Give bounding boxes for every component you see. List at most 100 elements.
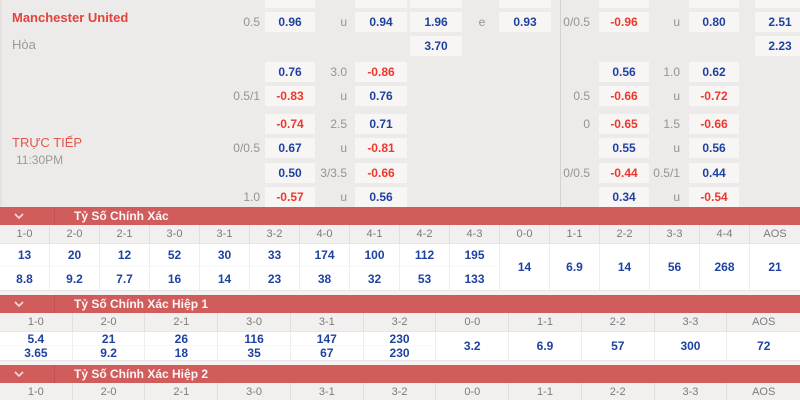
- score-odds-value[interactable]: 195: [450, 244, 500, 267]
- odds-value[interactable]: -0.72: [689, 86, 739, 106]
- score-odds-value[interactable]: 6.9: [509, 332, 582, 360]
- score-odds-value[interactable]: 21: [72, 332, 146, 346]
- score-odds-value[interactable]: 21: [750, 244, 800, 290]
- section-header[interactable]: Tỷ Số Chính Xác: [0, 207, 800, 225]
- odds-value[interactable]: 2.51: [755, 12, 800, 32]
- score-odds-value[interactable]: 32: [350, 267, 400, 290]
- odds-value[interactable]: 0.34: [599, 187, 649, 207]
- score-odds-value[interactable]: 8.8: [0, 267, 50, 290]
- score-odds-value[interactable]: 147: [290, 332, 364, 346]
- odds-value[interactable]: 0.76: [355, 86, 407, 106]
- odds-value[interactable]: -0.96: [599, 12, 649, 32]
- section-header[interactable]: Tỷ Số Chính Xác Hiệp 1: [0, 295, 800, 313]
- score-odds-value[interactable]: 230: [363, 332, 437, 346]
- score-column: 1-0 5.4 3.65: [0, 313, 73, 360]
- odds-value[interactable]: -0.57: [265, 187, 315, 207]
- odds-value[interactable]: 0.62: [689, 62, 739, 82]
- score-odds-value[interactable]: 16: [150, 267, 200, 290]
- score-odds-value[interactable]: 52: [150, 244, 200, 267]
- score-column-header: 1-0: [0, 313, 73, 332]
- odds-value[interactable]: -0.86: [355, 62, 407, 82]
- handicap-line: 1.0: [663, 65, 680, 79]
- score-column: 0-0 14: [500, 225, 550, 290]
- odds-value[interactable]: 0.56: [689, 138, 739, 158]
- score-odds-value[interactable]: 67: [290, 346, 364, 360]
- handicap-line: 3.0: [330, 65, 347, 79]
- score-odds-value[interactable]: 3.2: [436, 332, 510, 360]
- odds-value[interactable]: 0.76: [265, 62, 315, 82]
- odds-value[interactable]: 0.50: [265, 163, 315, 183]
- score-odds-value[interactable]: 26: [145, 332, 219, 346]
- odds-value[interactable]: 0.93: [499, 12, 551, 32]
- score-odds-value[interactable]: 6.9: [550, 244, 600, 290]
- odds-value[interactable]: 0.56: [355, 187, 407, 207]
- odds-value[interactable]: 0.94: [355, 12, 407, 32]
- score-odds-value[interactable]: 14: [200, 267, 250, 290]
- section-title: Tỷ Số Chính Xác Hiệp 2: [74, 367, 209, 381]
- score-odds-value[interactable]: 133: [450, 267, 500, 290]
- score-column: 1-0: [0, 383, 73, 400]
- odds-value[interactable]: 0.67: [265, 138, 315, 158]
- score-odds-value[interactable]: 56: [650, 244, 700, 290]
- odds-value[interactable]: 3.70: [410, 36, 462, 56]
- score-odds-value[interactable]: 38: [300, 267, 350, 290]
- odds-value[interactable]: -0.81: [355, 138, 407, 158]
- odds-value[interactable]: -0.44: [599, 163, 649, 183]
- odds-value[interactable]: -0.74: [265, 114, 315, 134]
- score-odds-value[interactable]: 5.4: [0, 332, 73, 346]
- score-odds-value[interactable]: 23: [250, 267, 300, 290]
- score-odds-value[interactable]: 174: [300, 244, 350, 267]
- score-column: 0-0: [436, 383, 510, 400]
- partial-odds-box: [355, 0, 407, 8]
- score-odds-value[interactable]: 100: [350, 244, 400, 267]
- score-odds-value[interactable]: 72: [727, 332, 800, 360]
- score-odds-value[interactable]: 35: [218, 346, 291, 360]
- score-odds-value[interactable]: 14: [500, 244, 550, 290]
- score-odds-value[interactable]: 30: [200, 244, 250, 267]
- odds-value[interactable]: -0.66: [599, 86, 649, 106]
- score-odds-value[interactable]: 18: [145, 346, 219, 360]
- odds-value[interactable]: -0.65: [599, 114, 649, 134]
- score-odds-value[interactable]: 112: [400, 244, 450, 267]
- score-column: 2-0 21 9.2: [72, 313, 146, 360]
- odds-value[interactable]: -0.83: [265, 86, 315, 106]
- score-odds-value[interactable]: 116: [218, 332, 291, 346]
- section-header[interactable]: Tỷ Số Chính Xác Hiệp 2: [0, 365, 800, 383]
- score-odds-value[interactable]: 9.2: [72, 346, 146, 360]
- odds-value[interactable]: 1.96: [410, 12, 462, 32]
- score-odds-value[interactable]: 53: [400, 267, 450, 290]
- score-odds-value[interactable]: 9.2: [50, 267, 100, 290]
- odds-value[interactable]: -0.54: [689, 187, 739, 207]
- score-column-header: 2-0: [72, 383, 146, 400]
- odds-value[interactable]: -0.66: [689, 114, 739, 134]
- score-odds-value[interactable]: 300: [654, 332, 728, 360]
- chevron-down-icon[interactable]: [0, 365, 55, 383]
- odds-value[interactable]: 0.80: [689, 12, 739, 32]
- handicap-line: 1.0: [243, 190, 260, 204]
- score-odds-value[interactable]: 57: [581, 332, 655, 360]
- score-table: 1-0 13 8.8 2-0 20 9.2 2-1 12 7.7 3-0 52 16 3-1 30 14 3-…: [0, 225, 800, 291]
- odds-value[interactable]: 0.71: [355, 114, 407, 134]
- odds-value[interactable]: 0.44: [689, 163, 739, 183]
- score-odds-value[interactable]: 268: [700, 244, 750, 290]
- score-odds-value[interactable]: 14: [600, 244, 650, 290]
- score-odds-value[interactable]: 13: [0, 244, 50, 267]
- handicap-line: 0/0.5: [563, 166, 590, 180]
- score-column-header: 2-0: [50, 225, 100, 244]
- score-column-header: 4-1: [350, 225, 400, 244]
- score-odds-value[interactable]: 33: [250, 244, 300, 267]
- odds-value[interactable]: -0.66: [355, 163, 407, 183]
- score-odds-value[interactable]: 12: [100, 244, 150, 267]
- chevron-down-icon[interactable]: [0, 207, 55, 225]
- score-odds-value[interactable]: 3.65: [0, 346, 73, 360]
- score-odds-value[interactable]: 7.7: [100, 267, 150, 290]
- odds-value[interactable]: 0.56: [599, 62, 649, 82]
- score-odds-value[interactable]: 20: [50, 244, 100, 267]
- score-column-header: AOS: [750, 225, 800, 244]
- odds-value[interactable]: 2.23: [755, 36, 800, 56]
- chevron-down-icon[interactable]: [0, 295, 55, 313]
- odds-value[interactable]: 0.96: [265, 12, 315, 32]
- score-odds-value[interactable]: 230: [363, 346, 437, 360]
- odds-value[interactable]: 0.55: [599, 138, 649, 158]
